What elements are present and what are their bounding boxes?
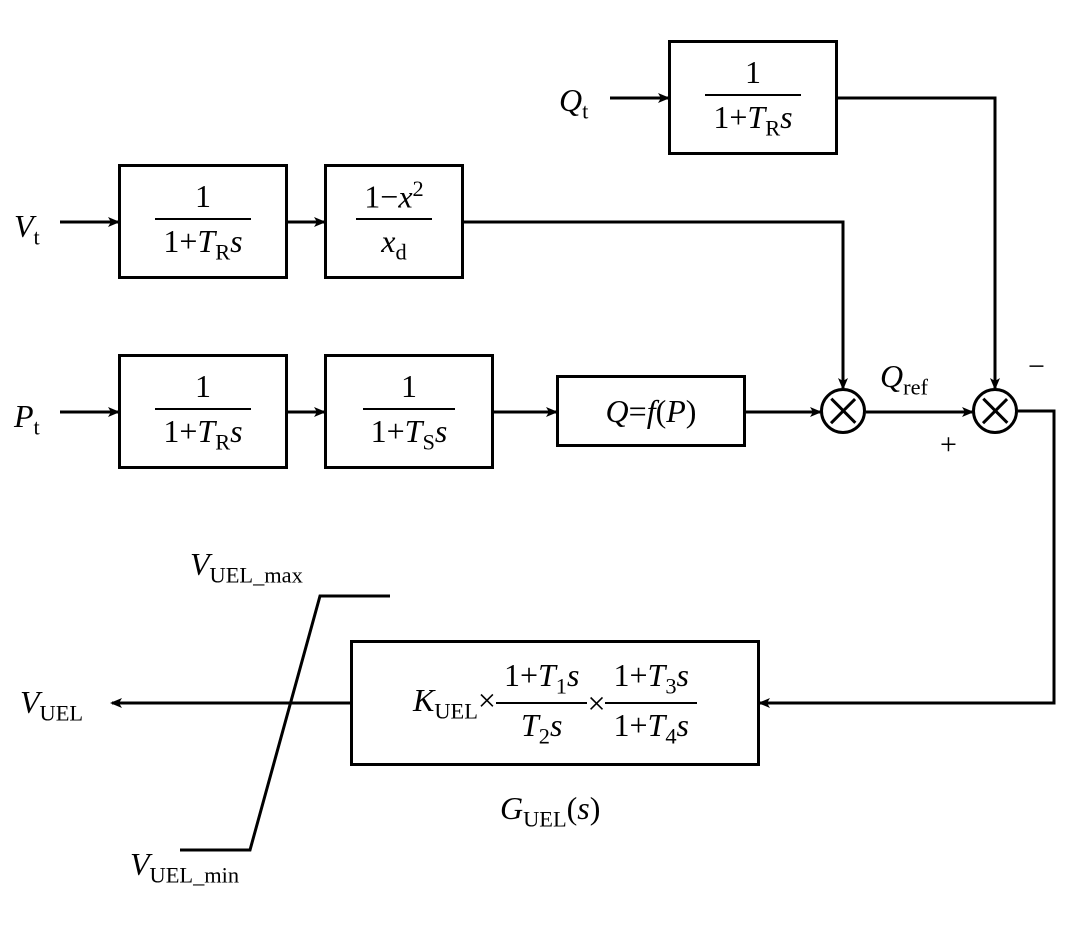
summer-1 — [820, 388, 866, 434]
label-vuel: VUEL — [20, 684, 83, 726]
block-qfp: Q=f(P) — [556, 375, 746, 447]
label-qref: Qref — [880, 358, 928, 400]
block-pt-lag1: 11+TRs — [118, 354, 288, 469]
block-vt-lag: 11+TRs — [118, 164, 288, 279]
diagram-canvas: { "diagram": { "type": "block-diagram", … — [0, 0, 1080, 928]
input-label-pt: Pt — [14, 398, 40, 440]
block-vt-gain: 1−x2xd — [324, 164, 464, 279]
label-vuelmin: VUEL_min — [130, 846, 239, 888]
input-label-qt: Qt — [559, 82, 588, 124]
label-vuelmax: VUEL_max — [190, 546, 303, 588]
block-guel: KUEL×1+T1sT2s×1+T3s1+T4s — [350, 640, 760, 766]
label-guel: GUEL(s) — [500, 790, 600, 832]
sign-minus-s2: − — [1028, 350, 1045, 384]
block-pt-lag2: 11+TSs — [324, 354, 494, 469]
input-label-vt: Vt — [14, 208, 40, 250]
block-qt-lag: 11+TRs — [668, 40, 838, 155]
sign-plus-s2: + — [940, 428, 957, 462]
summer-2 — [972, 388, 1018, 434]
